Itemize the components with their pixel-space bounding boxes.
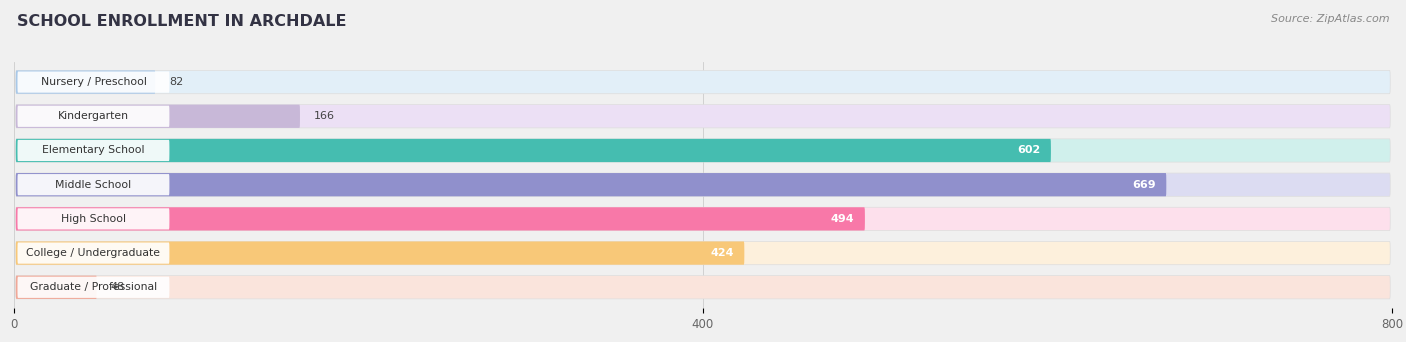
FancyBboxPatch shape xyxy=(17,106,169,127)
Text: Nursery / Preschool: Nursery / Preschool xyxy=(41,77,146,87)
FancyBboxPatch shape xyxy=(15,207,1391,231)
Text: Source: ZipAtlas.com: Source: ZipAtlas.com xyxy=(1271,14,1389,24)
Text: SCHOOL ENROLLMENT IN ARCHDALE: SCHOOL ENROLLMENT IN ARCHDALE xyxy=(17,14,346,29)
FancyBboxPatch shape xyxy=(17,140,169,161)
FancyBboxPatch shape xyxy=(15,173,1167,196)
Text: 669: 669 xyxy=(1132,180,1156,190)
FancyBboxPatch shape xyxy=(15,173,1391,196)
FancyBboxPatch shape xyxy=(15,70,155,94)
FancyBboxPatch shape xyxy=(15,207,865,231)
FancyBboxPatch shape xyxy=(15,276,97,299)
FancyBboxPatch shape xyxy=(15,139,1050,162)
Text: 82: 82 xyxy=(169,77,183,87)
FancyBboxPatch shape xyxy=(15,241,1391,265)
Text: 424: 424 xyxy=(710,248,734,258)
FancyBboxPatch shape xyxy=(15,241,744,265)
FancyBboxPatch shape xyxy=(15,105,1391,128)
Text: High School: High School xyxy=(60,214,127,224)
FancyBboxPatch shape xyxy=(17,208,169,229)
Text: 602: 602 xyxy=(1018,145,1040,156)
FancyBboxPatch shape xyxy=(17,174,169,195)
FancyBboxPatch shape xyxy=(17,242,169,264)
Text: 48: 48 xyxy=(111,282,125,292)
Text: Kindergarten: Kindergarten xyxy=(58,111,129,121)
Text: 166: 166 xyxy=(314,111,335,121)
Text: Graduate / Professional: Graduate / Professional xyxy=(30,282,157,292)
FancyBboxPatch shape xyxy=(17,277,169,298)
FancyBboxPatch shape xyxy=(15,70,1391,94)
FancyBboxPatch shape xyxy=(15,105,299,128)
Text: College / Undergraduate: College / Undergraduate xyxy=(27,248,160,258)
Text: 494: 494 xyxy=(831,214,855,224)
Text: Middle School: Middle School xyxy=(55,180,132,190)
FancyBboxPatch shape xyxy=(15,276,1391,299)
FancyBboxPatch shape xyxy=(15,139,1391,162)
Text: Elementary School: Elementary School xyxy=(42,145,145,156)
FancyBboxPatch shape xyxy=(17,71,169,93)
